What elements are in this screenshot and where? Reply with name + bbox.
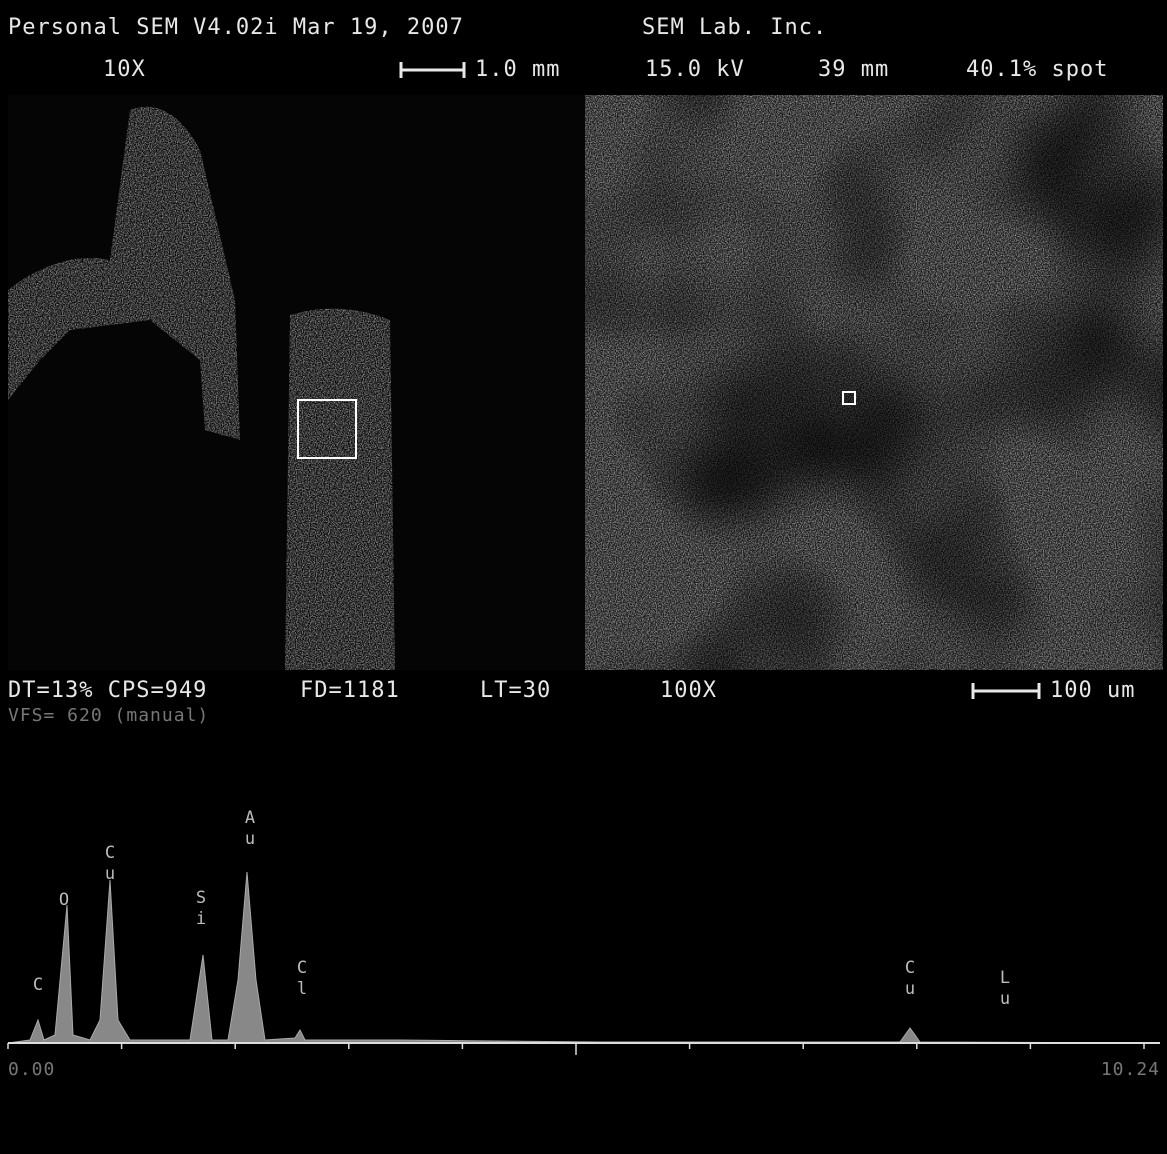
peak-label: O <box>54 890 74 911</box>
peak-label: C <box>28 975 48 996</box>
lt: LT=30 <box>480 678 551 703</box>
company: SEM Lab. Inc. <box>642 15 827 40</box>
peak-label: Cu <box>100 843 120 885</box>
peak-label: Cl <box>292 958 312 1000</box>
peak-label: Cu <box>900 958 920 1000</box>
spot: 40.1% spot <box>966 57 1108 82</box>
counts: DT=13% CPS=949 <box>8 678 207 703</box>
sem-screen: Personal SEM V4.02i Mar 19, 2007 SEM Lab… <box>0 0 1167 1154</box>
axis-start: 0.00 <box>8 1059 55 1080</box>
right-image <box>585 95 1163 670</box>
scale: 1.0 mm <box>475 57 560 82</box>
magnification-2: 100X <box>660 678 717 703</box>
peak-label: Lu <box>995 968 1015 1010</box>
voltage: 15.0 kV <box>645 57 745 82</box>
title: Personal SEM V4.02i Mar 19, 2007 <box>8 15 464 40</box>
left-image <box>8 95 585 670</box>
vfs: VFS= 620 (manual) <box>8 705 209 726</box>
fd: FD=1181 <box>300 678 400 703</box>
working-distance: 39 mm <box>818 57 889 82</box>
peak-label: Si <box>191 888 211 930</box>
axis-end: 10.24 <box>1101 1059 1160 1080</box>
scale-2: 100 um <box>1050 678 1135 703</box>
peak-label: Au <box>240 808 260 850</box>
magnification: 10X <box>103 57 146 82</box>
